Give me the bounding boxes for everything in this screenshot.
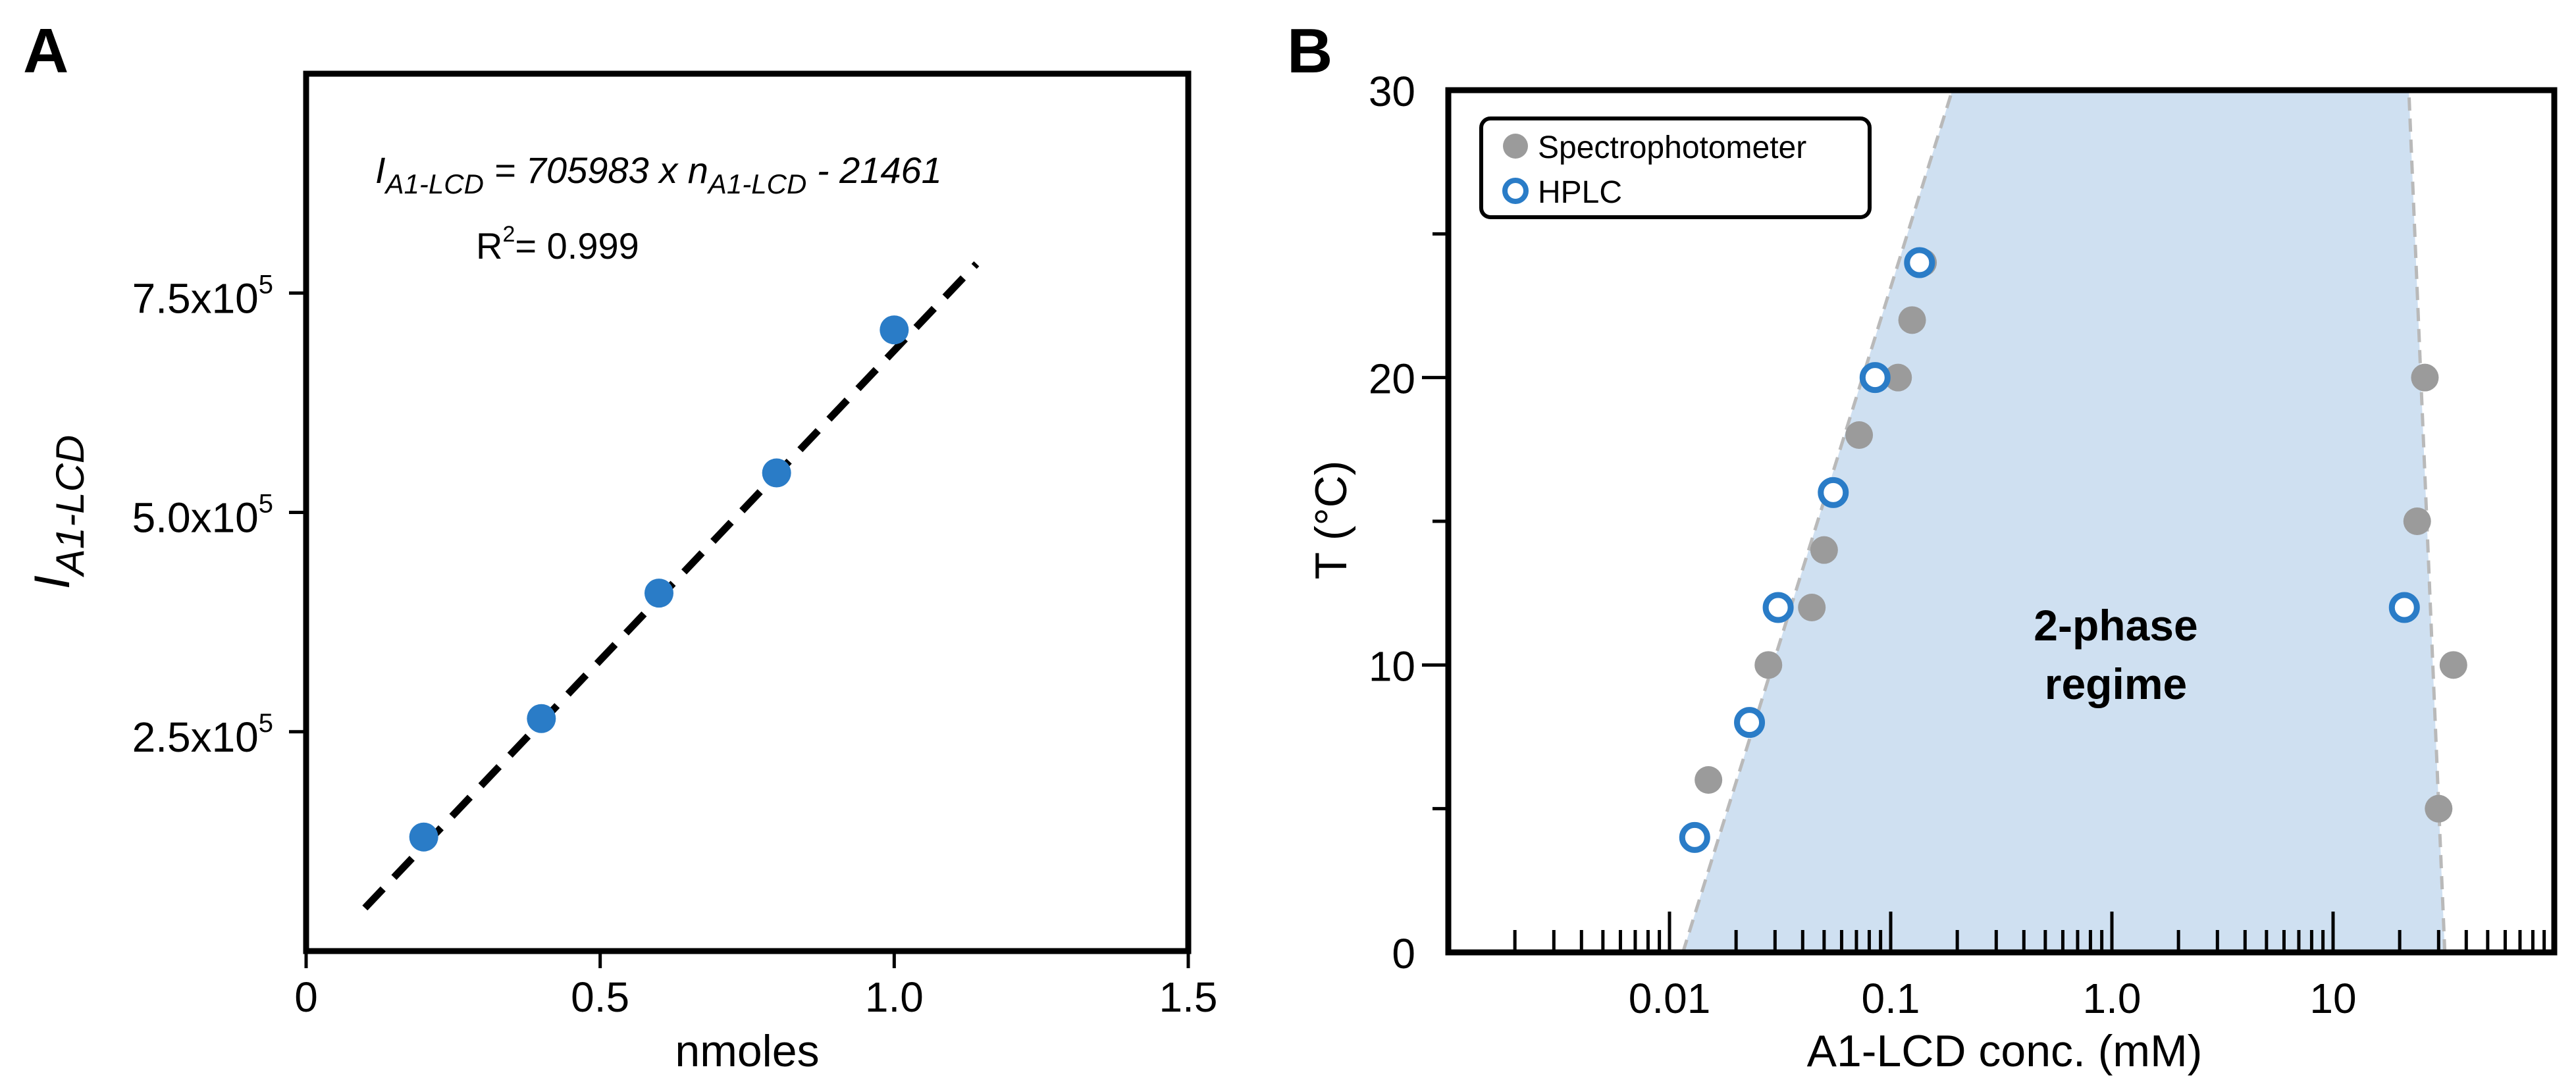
spectrophotometer-point <box>1898 306 1926 334</box>
legend-label-hplc: HPLC <box>1538 175 1622 210</box>
x-tick-label: 0.5 <box>571 973 629 1021</box>
hplc-point <box>2388 592 2420 623</box>
eq-middle: = 705983 x <box>484 149 688 191</box>
legend-open-circle-marker <box>1502 178 1529 204</box>
r2-exp: 2 <box>502 222 515 247</box>
y-title-sub: A1-LCD <box>48 435 92 577</box>
panel-a-axes-frame <box>303 70 1192 954</box>
y-tick-mantissa: 2.5x10 <box>132 713 259 761</box>
x-tick-label: 0.01 <box>1629 975 1711 1022</box>
r2-value: = 0.999 <box>515 225 639 267</box>
hplc-point <box>1679 821 1710 853</box>
spectrophotometer-point <box>2425 794 2453 823</box>
r2-prefix: R <box>476 225 502 267</box>
panel-b-x-axis-title: A1-LCD conc. (mM) <box>1807 1026 2203 1076</box>
y-title-main: I <box>24 575 80 589</box>
spectrophotometer-point <box>2411 363 2439 392</box>
y-tick-mantissa: 5.0x10 <box>132 494 259 542</box>
spectrophotometer-point <box>1754 651 1783 679</box>
panel-b-x-ticks: 0.01 0.1 1.0 10 <box>1446 912 2546 1022</box>
panel-b-y-ticks: 0 10 20 30 <box>1369 68 1448 977</box>
x-tick-label: 10 <box>2309 975 2356 1022</box>
legend-label-spectrophotometer: Spectrophotometer <box>1538 130 1806 165</box>
spectrophotometer-point <box>2403 507 2431 535</box>
x-tick-label: 1.0 <box>865 973 924 1021</box>
left-phase-boundary <box>1681 90 1955 953</box>
legend-filled-circle-marker <box>1503 134 1528 159</box>
y-tick-label: 10 <box>1369 642 1415 690</box>
hplc-point <box>1818 477 1849 508</box>
spectrophotometer-point <box>1798 594 1826 621</box>
two-phase-region <box>1683 90 2445 952</box>
y-tick-exponent: 5 <box>259 490 273 519</box>
panel-b-y-axis-title: T (°C) <box>1306 461 1356 580</box>
region-label-line1: 2-phase <box>2034 601 2197 650</box>
legend: Spectrophotometer HPLC <box>1479 116 1872 219</box>
panel-b: B 0.01 0.1 1.0 10 0 10 20 30 2-phase regime Sp… <box>1287 16 2558 1076</box>
panel-a-data-points <box>409 315 909 852</box>
spectrophotometer-point <box>1845 421 1874 449</box>
data-point <box>880 315 909 345</box>
eq-lhs-var: I <box>375 149 386 191</box>
data-point <box>762 458 791 488</box>
spectrophotometer-point <box>1695 766 1723 794</box>
panel-a-r-squared: R2= 0.999 <box>476 222 639 267</box>
y-tick-label: 7.5x105 <box>132 270 273 322</box>
hplc-points <box>1679 247 2420 853</box>
x-tick-label: 1.0 <box>2083 975 2142 1022</box>
y-tick-mantissa: 7.5x10 <box>132 274 259 322</box>
x-tick-label: 0.1 <box>1862 975 1920 1022</box>
spectrophotometer-point <box>1810 536 1838 564</box>
x-tick-label: 1.5 <box>1159 973 1218 1021</box>
panel-a-y-axis-title: IA1-LCD <box>24 435 92 590</box>
hplc-point <box>1762 592 1794 623</box>
hplc-point <box>1859 362 1891 394</box>
panel-a-equation: IA1-LCD = 705983 x nA1-LCD - 21461 <box>375 149 942 199</box>
y-tick-label: 30 <box>1369 68 1415 115</box>
eq-n-sub: A1-LCD <box>706 168 806 199</box>
eq-tail: - 21461 <box>806 149 942 191</box>
y-tick-label: 5.0x105 <box>132 490 273 542</box>
eq-lhs-sub: A1-LCD <box>384 168 484 199</box>
y-tick-label: 2.5x105 <box>132 709 273 761</box>
y-tick-label: 20 <box>1369 355 1415 403</box>
spectrophotometer-points <box>1695 249 2467 823</box>
spectrophotometer-point <box>2439 651 2467 679</box>
data-point <box>409 822 438 852</box>
hplc-point <box>1904 247 1935 278</box>
y-tick-label: 0 <box>1392 930 1415 977</box>
panel-a-label: A <box>23 16 68 86</box>
data-point <box>644 579 673 608</box>
spectrophotometer-point <box>1884 363 1912 392</box>
eq-n-var: n <box>688 149 708 191</box>
region-label-line2: regime <box>2045 659 2187 708</box>
panel-a-x-axis-title: nmoles <box>675 1026 819 1076</box>
legend-box <box>1479 116 1872 219</box>
y-tick-exponent: 5 <box>259 270 273 299</box>
y-tick-exponent: 5 <box>259 709 273 738</box>
panel-a-x-ticks: 0 0.5 1.0 1.5 <box>294 951 1217 1021</box>
hplc-point <box>1734 707 1766 738</box>
data-point <box>527 704 556 733</box>
x-tick-label: 0 <box>294 973 318 1021</box>
panel-b-label: B <box>1287 16 1332 86</box>
